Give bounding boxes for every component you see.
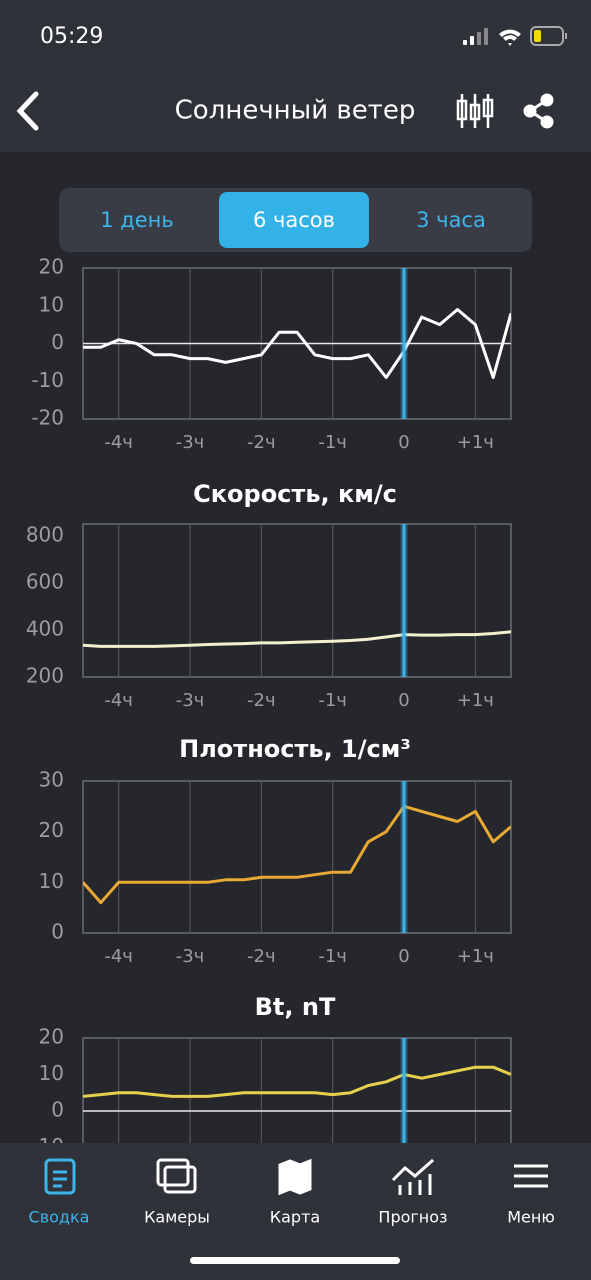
tab[interactable]: 1 день	[100, 208, 174, 232]
x-tick-label: 0	[398, 432, 409, 453]
y-tick-label: 800	[26, 522, 64, 546]
chart: Плотность, 1/см³ -4ч -3ч -2ч -1ч 0 +1ч 0 10 20 30	[39, 735, 512, 967]
y-tick-label: 0	[51, 920, 64, 944]
x-tick-label: -1ч	[318, 432, 347, 453]
nav-item[interactable]: Прогноз	[378, 1208, 447, 1227]
y-tick-label: 10	[39, 1061, 64, 1085]
y-tick-label: -10	[31, 368, 64, 392]
nav-icons	[44, 1158, 548, 1196]
y-tick-label: 600	[26, 569, 64, 593]
chart: -4ч -3ч -2ч -1ч 0 +1ч -20 -10 0 10 20	[31, 255, 512, 453]
status-icons	[463, 26, 567, 46]
x-tick-label: +1ч	[457, 432, 494, 453]
x-tick-label: -1ч	[318, 946, 347, 967]
x-tick-label: -3ч	[176, 946, 205, 967]
nav-item[interactable]: Сводка	[29, 1208, 90, 1227]
y-tick-label: 10	[39, 292, 64, 316]
data-line	[83, 804, 511, 905]
plot-frame	[82, 780, 512, 934]
x-tick-label: +1ч	[457, 690, 494, 711]
y-tick-label: 20	[39, 255, 64, 279]
top-bar	[0, 0, 591, 152]
home-indicator	[190, 1257, 400, 1264]
y-tick-label: 0	[51, 330, 64, 354]
chart-title: Bt, nT	[255, 993, 336, 1021]
share-button[interactable]	[523, 93, 554, 129]
header-title: Солнечный ветер	[175, 96, 416, 126]
nav-item[interactable]: Меню	[507, 1208, 555, 1227]
tab[interactable]: 3 часа	[416, 208, 486, 232]
y-tick-label: -20	[31, 406, 64, 430]
x-tick-label: -3ч	[176, 690, 205, 711]
y-tick-label: 10	[39, 869, 64, 893]
status-time: 05:29	[40, 24, 103, 49]
x-tick-label: -1ч	[318, 690, 347, 711]
plot-frame	[82, 523, 512, 678]
tab-active-bg	[219, 192, 369, 248]
chart: Скорость, км/с -4ч -3ч -2ч -1ч 0 +1ч 200 400 600 8…	[26, 480, 512, 711]
chart-title: Плотность, 1/см³	[179, 735, 411, 763]
tab[interactable]: 6 часов	[253, 208, 335, 232]
nav-item[interactable]: Карта	[270, 1208, 320, 1227]
y-tick-label: 20	[39, 1025, 64, 1049]
x-tick-label: -2ч	[247, 432, 276, 453]
y-tick-label: 200	[26, 664, 64, 688]
x-tick-label: -3ч	[176, 432, 205, 453]
back-button[interactable]	[16, 91, 39, 131]
chart-title: Скорость, км/с	[193, 480, 397, 508]
data-line	[83, 1065, 511, 1098]
x-tick-label: -2ч	[247, 690, 276, 711]
y-tick-label: 400	[26, 616, 64, 640]
x-tick-label: -4ч	[104, 690, 133, 711]
nav-item[interactable]: Камеры	[144, 1208, 210, 1227]
x-tick-label: +1ч	[457, 946, 494, 967]
x-tick-label: -4ч	[104, 946, 133, 967]
y-tick-label: 30	[39, 768, 64, 792]
x-tick-label: -2ч	[247, 946, 276, 967]
data-line	[83, 308, 511, 379]
y-tick-label: 20	[39, 818, 64, 842]
x-tick-label: -4ч	[104, 432, 133, 453]
y-tick-label: 0	[51, 1098, 64, 1122]
x-tick-label: 0	[398, 690, 409, 711]
candles-button[interactable]	[456, 94, 494, 128]
data-line	[83, 630, 511, 648]
x-tick-label: 0	[398, 946, 409, 967]
